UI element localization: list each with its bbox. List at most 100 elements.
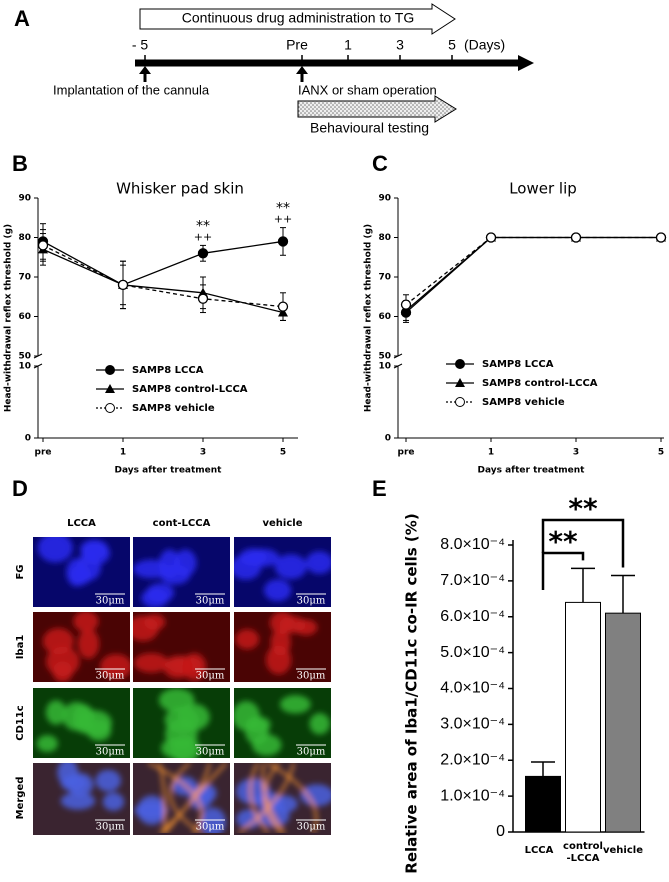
y-tick-label: 80 [18,233,31,243]
cell [170,735,201,758]
y-tick-label: 50 [378,352,391,362]
significance-mark: ** [568,492,598,525]
legend-label: SAMP8 vehicle [482,397,565,408]
event-label: IANX or sham operation [298,82,437,97]
marker [277,301,289,312]
micrograph: 30μm [33,612,130,682]
y-tick-label: 3.0×10⁻⁴ [440,716,505,733]
cell [102,792,125,811]
significance-mark: ** [196,218,210,234]
cell [274,554,307,580]
legend-label: SAMP8 LCCA [482,359,554,370]
row-label: Iba1 [15,635,26,660]
scale-bar-label: 30μm [297,596,326,607]
cell [309,713,331,735]
x-tick-label: -LCCA [567,853,600,864]
scale-bar-label: 30μm [96,671,125,682]
scale-bar-label: 30μm [297,747,326,758]
cell [37,537,73,563]
y-tick-label: 90 [18,194,31,204]
day-label: 1 [344,37,352,53]
y-tick-label: 10 [378,362,391,372]
y-tick-label: 7.0×10⁻⁴ [440,572,505,589]
bar [565,601,601,833]
micrograph: 30μm [133,612,230,682]
cells [133,549,197,607]
cell [100,653,130,679]
marker [485,232,497,243]
cells [234,695,331,756]
marker [277,236,289,247]
testing-arrow [297,95,457,123]
drug-arrow-label: Continuous drug administration to TG [182,10,414,26]
cell [265,645,292,675]
fiber [267,763,318,833]
marker [117,279,129,291]
row-label: CD11c [15,705,26,741]
legend-marker [455,359,465,369]
chart-title: Whisker pad skin [116,180,244,198]
y-tick-label: 6.0×10⁻⁴ [440,608,505,625]
day-label: - 5 [132,37,149,53]
row-label: Merged [15,777,26,820]
micrograph: 30μm [234,612,331,682]
micrograph: 30μm [33,537,130,607]
scale-bar-label: 30μm [96,747,125,758]
x-tick-label: pre [398,448,415,458]
y-tick-label: 0 [25,434,31,444]
x-tick-label: pre [35,448,52,458]
event-arrows [143,72,304,82]
significance-bracket [541,551,585,590]
x-tick-label: 3 [200,448,206,458]
y-tick-label: 70 [18,273,31,283]
micrograph: 30μm [234,763,331,835]
event-label: Implantation of the cannula [53,82,210,97]
fiber [238,763,295,833]
chart-title: Lower lip [509,180,577,198]
y-tick-label: 80 [378,233,391,243]
cell [60,774,87,792]
y-tick-label: 4.0×10⁻⁴ [440,680,505,697]
day-label: 5 [448,37,456,53]
legend-label: SAMP8 vehicle [132,403,215,414]
drug-arrow [139,3,456,35]
y-tick-label: 90 [378,194,391,204]
x-axis-label: Days after treatment [477,466,585,476]
y-tick-label: 0 [496,823,505,840]
x-tick-label: control [563,841,603,852]
cell [174,549,197,577]
row-label: FG [15,564,26,579]
y-axis-label: Head-withdrawal reflex threshold (g) [4,224,14,412]
scale-bar-label: 30μm [196,747,225,758]
cell [236,778,271,805]
legend-label: SAMP8 control-LCCA [132,384,248,395]
cell [164,706,199,734]
marker [197,248,209,259]
day-label: Pre [286,37,308,53]
significance-mark: ++ [274,213,292,226]
x-axis-label: Days after treatment [114,466,222,476]
column-header: cont-LCCA [153,518,211,529]
cell [77,710,112,736]
panel-label: B [12,151,28,176]
x-tick-label: LCCA [525,845,554,856]
y-tick-label: 2.0×10⁻⁴ [440,751,505,768]
event-arrowhead [296,66,308,74]
micrograph: 30μm [133,688,230,758]
y-tick-label: 10 [18,362,31,372]
timeline-panel: A Continuous drug administration to TG -… [14,3,534,136]
scale-bar-label: 30μm [96,822,125,833]
cells [134,763,227,833]
x-tick-label: vehicle [603,845,643,856]
cell [42,628,74,655]
cell [279,615,306,634]
event-arrowhead [139,66,151,74]
cell [247,548,280,567]
panel-label: E [372,476,387,501]
x-tick-label: 5 [280,448,286,458]
x-tick-label: 1 [120,448,126,458]
legend-label: SAMP8 control-LCCA [482,378,598,389]
cell [95,769,122,792]
